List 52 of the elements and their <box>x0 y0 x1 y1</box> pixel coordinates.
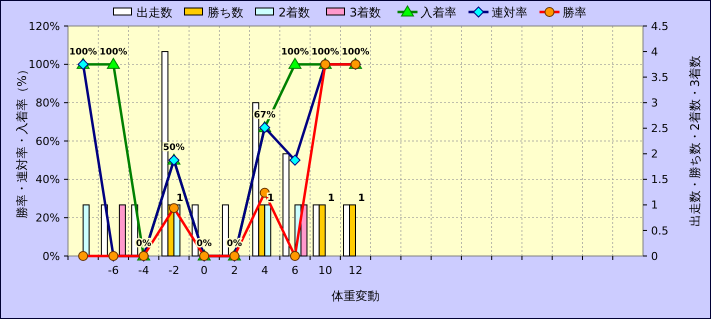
y2-tick-label: 0 <box>651 250 658 263</box>
x-tick-label: -6 <box>108 264 119 277</box>
y2-tick-label: 2.5 <box>651 122 668 136</box>
y2-tick-label: 4 <box>651 45 658 58</box>
x-tick-label: 10 <box>318 264 332 277</box>
x-tick-label: 2 <box>230 264 238 277</box>
legend-label: 出走数 <box>136 6 172 20</box>
data-label: 1 <box>358 192 366 204</box>
legend-label: 連対率 <box>492 6 528 20</box>
x-tick-label: 12 <box>348 264 362 277</box>
y2-tick-label: 1.5 <box>651 173 668 186</box>
bar <box>82 204 90 256</box>
x-tick-label: 0 <box>200 264 208 277</box>
data-label: 1 <box>267 192 274 204</box>
y2-tick-label: 3 <box>651 96 658 110</box>
x-tick-label: -2 <box>168 264 180 277</box>
y2-tick-label: 0.5 <box>651 224 668 238</box>
x-tick-label: 6 <box>291 264 298 277</box>
y-tick-label: 60% <box>36 134 60 148</box>
y2-axis-title: 出走数・勝ち数・2着数・3着数 <box>688 55 702 227</box>
y-tick-label: 120% <box>28 20 60 33</box>
bar <box>118 204 126 256</box>
y2-tick-label: 1 <box>651 198 658 212</box>
bar <box>222 204 229 256</box>
data-label: 100% <box>99 47 128 58</box>
y-tick-label: 0% <box>42 250 60 263</box>
data-label: 100% <box>69 47 98 58</box>
y-axis-title: 勝率・連対率・入着率（%） <box>15 63 29 219</box>
legend-label: 2着数 <box>278 6 310 20</box>
legend-label: 3着数 <box>350 6 382 20</box>
legend-label: 勝率 <box>562 6 586 20</box>
point <box>106 58 120 69</box>
y-tick-label: 80% <box>36 96 60 110</box>
data-label: 100% <box>311 47 340 58</box>
y2-tick-label: 4.5 <box>651 20 668 33</box>
data-label: 100% <box>281 47 309 58</box>
point <box>289 154 300 166</box>
data-label: 1 <box>328 192 335 204</box>
data-label: 1 <box>176 192 184 204</box>
legend-label: 勝ち数 <box>208 6 244 20</box>
x-axis-title: 体重変動 <box>332 289 380 303</box>
y2-tick-label: 3.5 <box>651 70 668 84</box>
y-tick-label: 20% <box>36 212 60 225</box>
x-tick-label: -4 <box>138 264 150 277</box>
x-tick-label: 4 <box>261 264 268 277</box>
point <box>288 58 302 69</box>
data-label: 100% <box>342 47 370 58</box>
legend-label: 入着率 <box>420 6 456 20</box>
y2-tick-label: 2 <box>651 148 658 161</box>
bar <box>282 153 290 256</box>
y-tick-label: 100% <box>28 58 60 72</box>
y-tick-label: 40% <box>36 173 60 186</box>
